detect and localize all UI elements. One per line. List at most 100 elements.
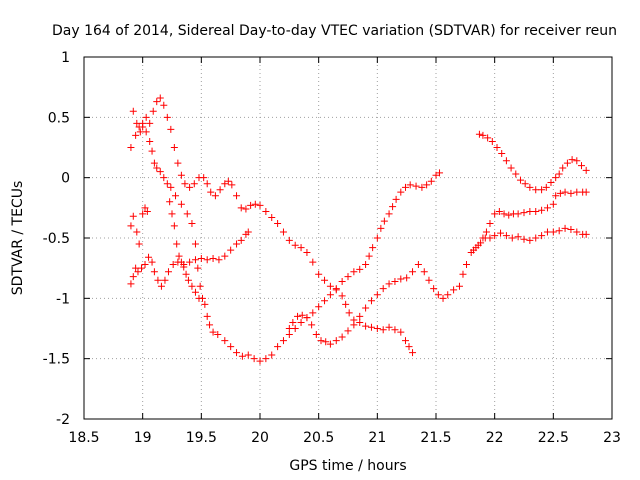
data-point <box>160 174 168 182</box>
data-point <box>195 294 203 302</box>
data-point <box>250 355 258 363</box>
data-point <box>379 326 387 334</box>
data-point <box>470 246 478 254</box>
data-point <box>516 176 524 184</box>
data-point <box>338 292 346 300</box>
data-point <box>186 183 194 191</box>
data-point <box>332 286 340 294</box>
data-points-layer <box>127 94 590 365</box>
data-point <box>129 107 137 115</box>
data-point <box>367 297 375 305</box>
data-point <box>521 180 529 188</box>
data-point <box>444 291 452 299</box>
data-point <box>233 192 241 200</box>
data-point <box>549 200 557 208</box>
data-point <box>495 207 503 215</box>
data-point <box>563 159 571 167</box>
data-point <box>247 201 255 209</box>
data-point <box>184 276 192 284</box>
data-point <box>514 210 522 218</box>
data-point <box>362 322 370 330</box>
data-point <box>156 94 164 102</box>
data-point <box>132 131 140 139</box>
data-point <box>573 228 581 236</box>
data-point <box>132 264 140 272</box>
data-point <box>172 192 180 200</box>
data-point <box>262 355 270 363</box>
data-point <box>326 291 334 299</box>
data-point <box>170 144 178 151</box>
data-point <box>139 210 147 218</box>
series-track-4 <box>127 198 203 302</box>
data-point <box>163 180 171 188</box>
data-point <box>385 323 393 331</box>
data-point <box>207 188 215 196</box>
data-point <box>279 228 287 236</box>
data-point <box>427 177 435 185</box>
data-point <box>274 343 282 351</box>
data-point <box>182 270 190 278</box>
data-point <box>224 177 232 185</box>
x-tick-label: 20 <box>251 430 269 446</box>
data-point <box>543 204 551 212</box>
data-point <box>502 157 510 165</box>
data-point <box>169 261 177 269</box>
data-point <box>582 166 590 174</box>
y-tick-label: -1 <box>56 291 70 307</box>
x-tick-label: 18.5 <box>68 430 99 446</box>
data-point <box>315 303 323 311</box>
data-point <box>134 268 142 276</box>
data-point <box>166 198 174 206</box>
data-point <box>203 312 211 320</box>
data-point <box>233 240 241 248</box>
data-point <box>497 229 505 237</box>
data-point <box>532 234 540 242</box>
data-point <box>362 261 370 269</box>
series-track-3 <box>127 228 252 290</box>
data-point <box>200 174 208 182</box>
data-point <box>262 207 270 215</box>
data-point <box>268 213 276 221</box>
data-point <box>559 164 567 172</box>
data-point <box>181 180 189 188</box>
data-point <box>156 168 164 176</box>
data-point <box>338 333 346 341</box>
data-point <box>191 240 199 248</box>
data-point <box>493 144 501 151</box>
data-point <box>237 236 245 244</box>
data-point <box>164 268 172 276</box>
data-point <box>552 192 560 200</box>
data-point <box>127 144 135 151</box>
data-point <box>209 255 217 263</box>
data-point <box>356 312 364 320</box>
data-point <box>216 186 224 194</box>
data-point <box>538 232 546 240</box>
data-point <box>582 188 590 196</box>
data-point <box>309 309 317 317</box>
data-point <box>561 188 569 196</box>
data-point <box>146 119 154 127</box>
y-tick-label: -0.5 <box>43 231 70 247</box>
data-point <box>573 157 581 165</box>
data-point <box>148 147 156 155</box>
data-point <box>482 228 490 236</box>
data-point <box>177 258 185 266</box>
data-point <box>206 321 214 329</box>
data-point <box>238 352 246 360</box>
data-point <box>555 227 563 235</box>
data-point <box>294 312 302 320</box>
data-point <box>209 328 217 336</box>
data-point <box>157 282 165 290</box>
data-point <box>168 210 176 218</box>
data-point <box>555 170 563 178</box>
data-point <box>377 224 385 232</box>
data-point <box>369 244 377 252</box>
data-point <box>203 180 211 188</box>
data-point <box>367 323 375 331</box>
data-point <box>321 276 329 284</box>
y-tick-label: 0 <box>61 171 70 187</box>
data-point <box>142 128 150 136</box>
data-point <box>298 311 306 319</box>
x-tick-label: 23 <box>603 430 621 446</box>
data-point <box>154 276 162 284</box>
